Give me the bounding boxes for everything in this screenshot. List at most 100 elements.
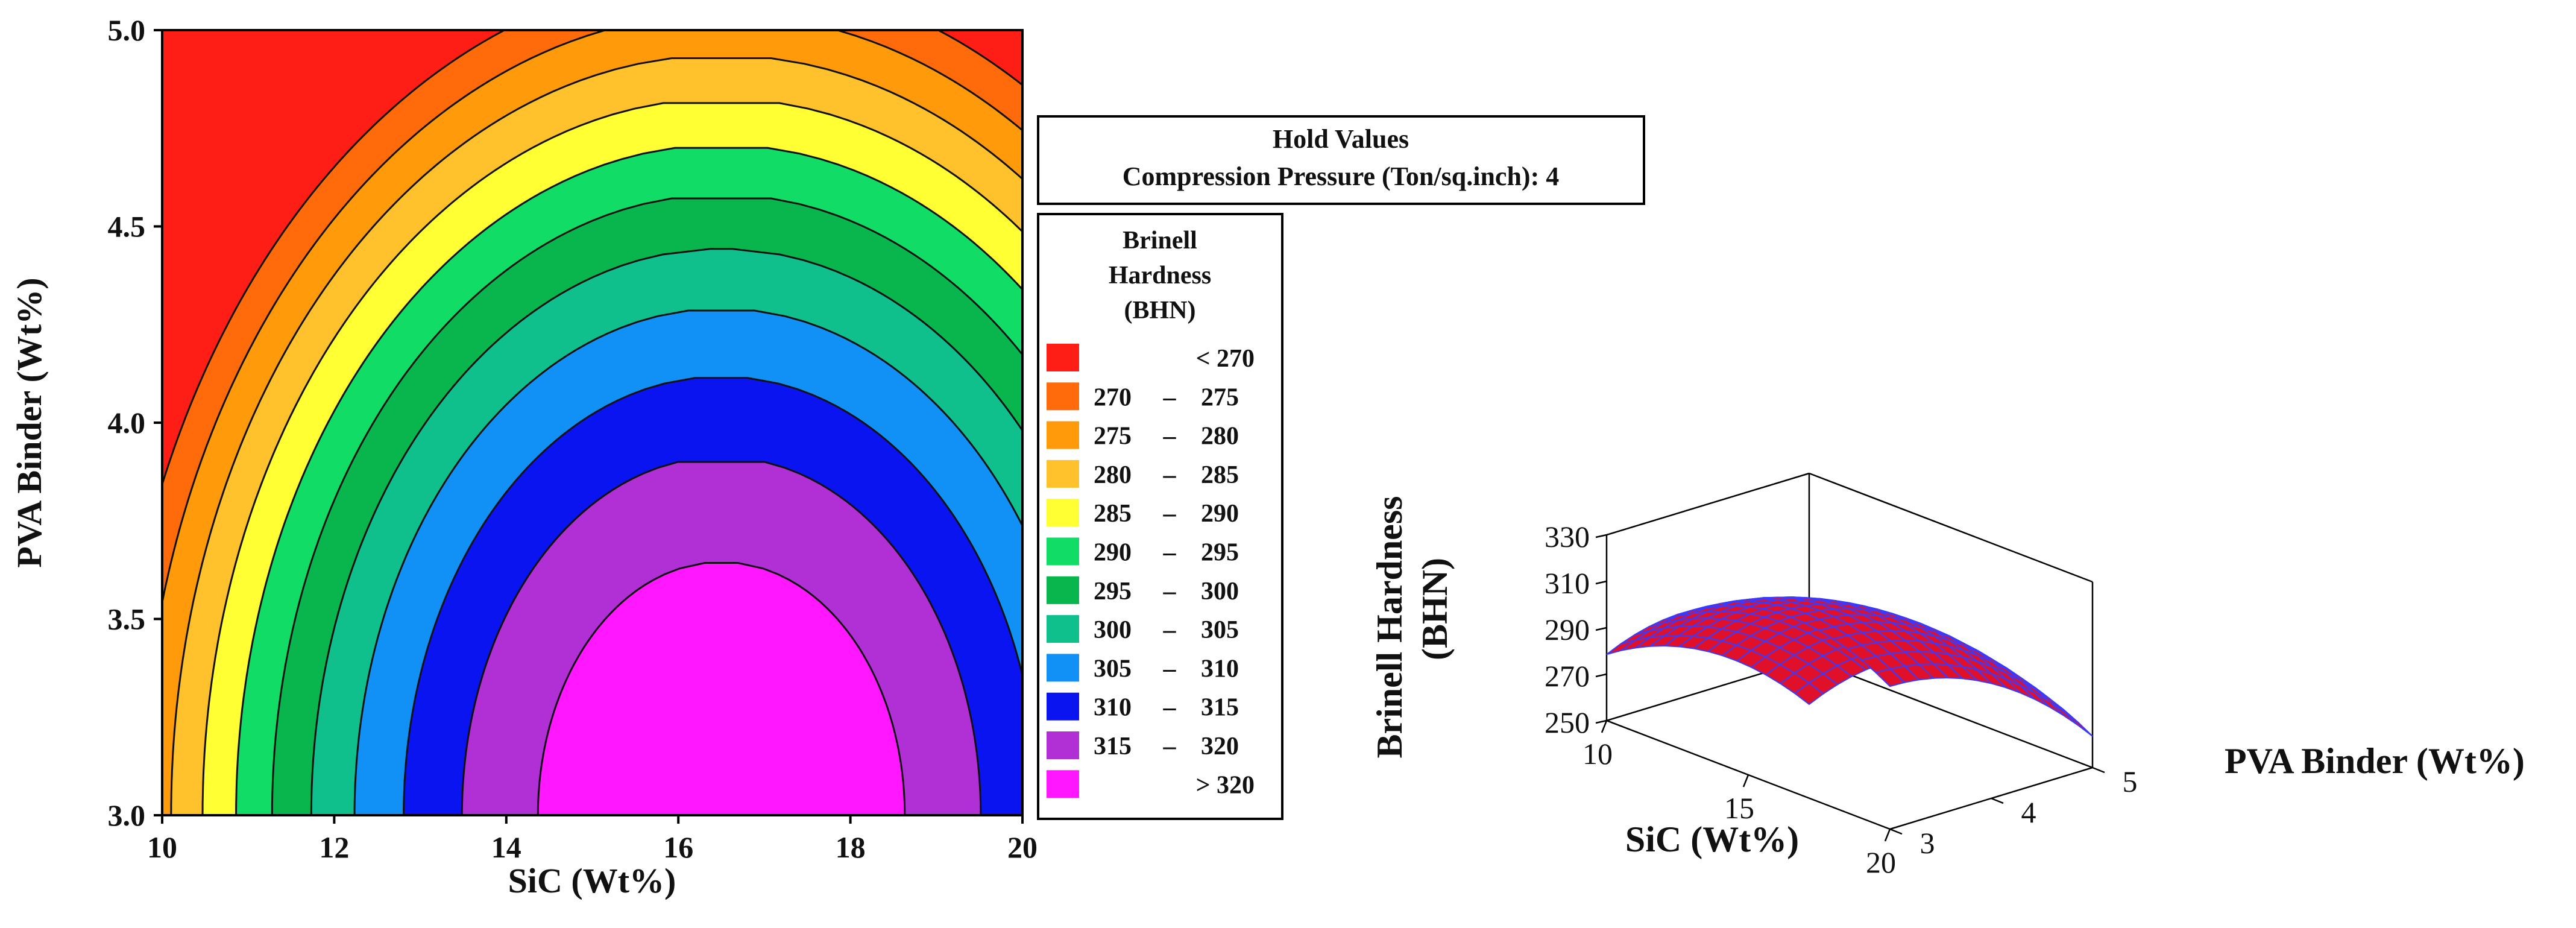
surface-z-tick-label: 290 — [1545, 613, 1590, 646]
legend-swatch-305_310 — [1047, 654, 1079, 682]
legend-range-dash: – — [1163, 461, 1177, 489]
box-edge-back-floor — [1809, 658, 2093, 769]
hold-values-frame — [1037, 115, 1645, 205]
legend-items: < 270270–275275–280280–285285–290290–295… — [1047, 344, 1255, 799]
legend-title-line-3: (BHN) — [1124, 297, 1196, 324]
legend-range-open: < 270 — [1196, 345, 1255, 373]
legend-range-high: 275 — [1201, 384, 1239, 411]
legend-range-dash: – — [1163, 539, 1177, 567]
contour-lines — [162, 30, 1022, 815]
contour-y-tick-label: 3.5 — [108, 602, 146, 636]
contour-x-axis-label: SiC (Wt%) — [508, 861, 676, 900]
hold-values-title: Hold Values — [1273, 124, 1409, 154]
surface-chart: 250 270 290 310 330 10 15 20 3 4 5 Brinell Hardnes… — [1370, 472, 2525, 879]
contour-bands — [162, 30, 1022, 815]
legend-range-high: 290 — [1201, 500, 1239, 528]
legend: Brinell Hardness (BHN) < 270270–275275–2… — [1037, 213, 1283, 820]
surface-z-tick-label: 270 — [1545, 659, 1590, 693]
contour-ticks: 10 12 14 16 18 20 3.0 3.5 4.0 4.5 5.0 — [108, 13, 1038, 864]
hold-values-line: Compression Pressure (Ton/sq.inch): 4 — [1123, 162, 1559, 191]
legend-swatch-290_295 — [1047, 537, 1079, 566]
surface-cell — [1874, 668, 1906, 687]
contour-y-tick-label: 3.0 — [108, 798, 146, 832]
contour-x-tick-label: 14 — [491, 830, 521, 864]
surface-x-tick-mark — [1742, 774, 1749, 788]
legend-swatch-gt320 — [1047, 770, 1079, 798]
legend-swatch-315_320 — [1047, 731, 1079, 759]
contour-y-tick-label: 5.0 — [108, 13, 146, 47]
contour-x-tick-label: 10 — [147, 830, 177, 864]
legend-range-low: 305 — [1094, 655, 1132, 683]
legend-swatch-280_285 — [1047, 459, 1079, 488]
legend-range-low: 270 — [1094, 384, 1132, 411]
contour-line-280 — [170, 57, 1022, 815]
legend-range-high: 285 — [1201, 461, 1239, 489]
legend-swatch-285_290 — [1047, 499, 1079, 527]
legend-range-low: 295 — [1094, 578, 1132, 605]
surface-z-tick-label: 330 — [1545, 520, 1590, 554]
surface-x-tick-label: 15 — [1724, 791, 1754, 825]
contour-chart: 10 12 14 16 18 20 3.0 3.5 4.0 4.5 5.0 SiC (Wt%) PV… — [10, 13, 1038, 900]
surface-y-tick-label: 3 — [1920, 826, 1935, 860]
legend-range-dash: – — [1163, 733, 1177, 760]
legend-range-low: 275 — [1094, 423, 1132, 450]
legend-range-low: 285 — [1094, 500, 1132, 528]
surface-x-tick-mark — [1884, 829, 1891, 842]
box-edge-back-top — [1809, 472, 2093, 583]
surface-x-tick-label: 20 — [1866, 845, 1896, 879]
surface-z-label-line-1: Brinell Hardness — [1370, 496, 1409, 758]
legend-range-dash: – — [1163, 578, 1177, 605]
legend-range-dash: – — [1163, 500, 1177, 528]
legend-swatch-lt270 — [1047, 344, 1079, 371]
surface-y-tick-mark — [1889, 828, 1903, 835]
contour-line-275 — [162, 30, 1022, 608]
contour-line-290 — [235, 147, 1022, 815]
legend-range-high: 300 — [1201, 578, 1239, 605]
surface-y-tick-label: 5 — [2123, 765, 2138, 798]
surface-x-tick-mark — [1601, 720, 1608, 733]
contour-x-tick-label: 20 — [1007, 830, 1038, 864]
legend-swatch-310_315 — [1047, 692, 1079, 721]
contour-y-axis-label: PVA Binder (Wt%) — [10, 277, 49, 567]
legend-range-high: 295 — [1201, 539, 1239, 567]
contour-x-tick-label: 16 — [663, 830, 693, 864]
legend-range-low: 290 — [1094, 539, 1132, 567]
legend-range-dash: – — [1163, 384, 1177, 411]
legend-range-high: 320 — [1201, 733, 1239, 760]
surface-z-label-line-2: (BHN) — [1415, 558, 1455, 660]
surface-x-axis-label: SiC (Wt%) — [1625, 819, 1799, 859]
legend-range-dash: – — [1163, 694, 1177, 722]
legend-range-dash: – — [1163, 655, 1177, 683]
contour-line-300 — [310, 248, 1022, 815]
hold-values-box: Hold Values Compression Pressure (Ton/sq… — [1037, 115, 1645, 205]
surface-y-axis-label: PVA Binder (Wt%) — [2225, 741, 2525, 781]
contour-line-295 — [271, 197, 1022, 815]
contour-y-tick-label: 4.5 — [108, 210, 146, 244]
contour-y-tick-label: 4.0 — [108, 406, 146, 440]
surface-y-tick-label: 4 — [2021, 795, 2036, 829]
legend-range-dash: – — [1163, 616, 1177, 644]
surface-z-tick-mark — [1595, 534, 1607, 538]
contour-line-305 — [353, 309, 1022, 815]
legend-range-open: > 320 — [1196, 771, 1255, 799]
surface-z-tick-label: 250 — [1545, 705, 1590, 739]
surface-x-tick-label: 10 — [1582, 737, 1613, 771]
legend-range-low: 310 — [1094, 694, 1132, 722]
contour-band-gt320 — [538, 563, 905, 815]
contour-x-tick-label: 12 — [319, 830, 349, 864]
legend-title-line-2: Hardness — [1109, 262, 1211, 289]
surface-z-tick-mark — [1595, 627, 1607, 631]
surface-y-tick-mark — [2092, 766, 2105, 774]
contour-line-320 — [537, 562, 906, 815]
contour-x-tick-label: 18 — [836, 830, 866, 864]
contour-line-315 — [461, 461, 982, 815]
legend-range-low: 280 — [1094, 461, 1132, 489]
legend-swatch-275_280 — [1047, 421, 1079, 449]
legend-range-high: 315 — [1201, 694, 1239, 722]
surface-y-tick-mark — [1991, 797, 2004, 804]
surface-z-tick-mark — [1595, 719, 1607, 724]
surface-z-tick-mark — [1595, 580, 1607, 585]
surface-z-tick-label: 310 — [1545, 566, 1590, 600]
legend-range-high: 310 — [1201, 655, 1239, 683]
